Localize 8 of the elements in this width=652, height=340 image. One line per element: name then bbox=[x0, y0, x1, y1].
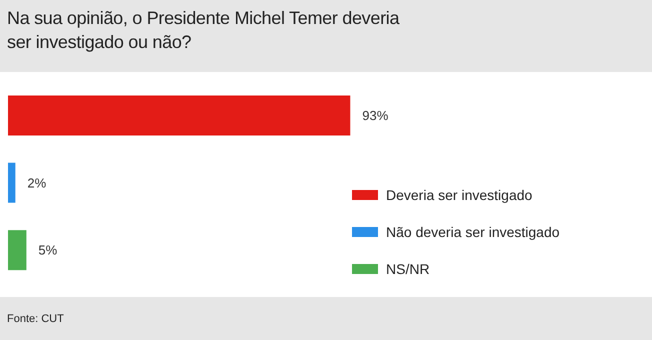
data-label: 5% bbox=[38, 242, 58, 258]
legend-label: Deveria ser investigado bbox=[386, 186, 532, 205]
source-note: Fonte: CUT bbox=[7, 312, 64, 324]
chart-title: Na sua opinião, o Presidente Michel Temer deveria ser investigado ou não? bbox=[7, 7, 400, 54]
data-label: 2% bbox=[27, 175, 47, 190]
data-label: 93% bbox=[362, 108, 389, 124]
legend-label: Não deveria ser investigado bbox=[386, 222, 560, 242]
legend-label: NS/NR bbox=[386, 260, 430, 278]
